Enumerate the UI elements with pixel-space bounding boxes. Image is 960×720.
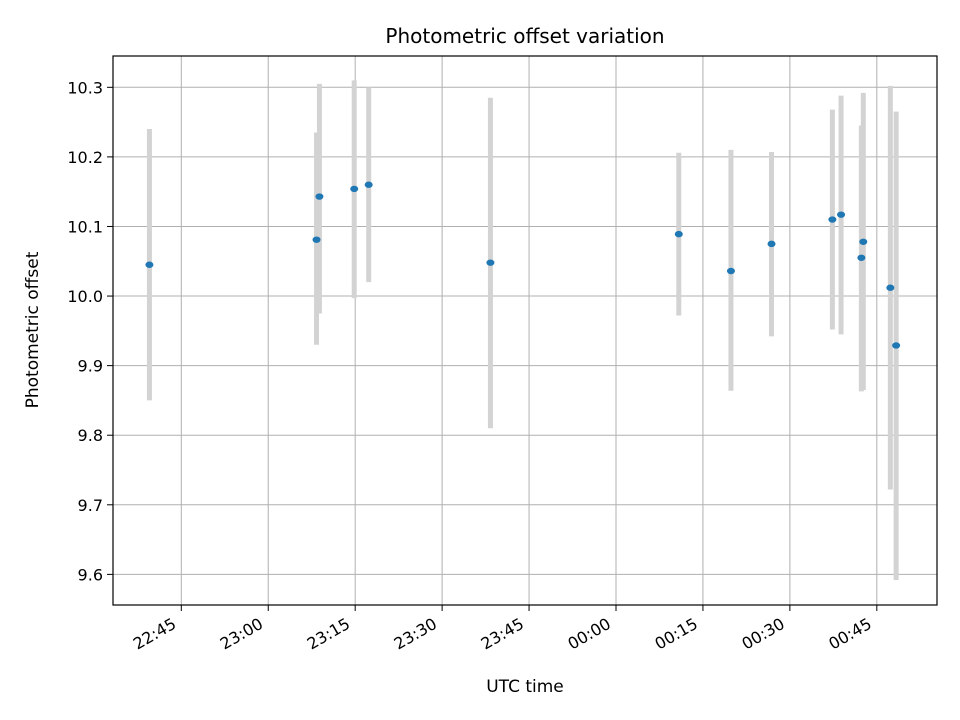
y-tick-label: 9.9 <box>78 357 103 376</box>
data-point <box>886 284 895 291</box>
y-tick-label: 10.3 <box>67 78 103 97</box>
data-point <box>312 236 321 243</box>
data-point <box>350 185 359 193</box>
y-tick-label: 10.1 <box>67 217 103 236</box>
data-point <box>364 181 373 188</box>
data-point <box>892 342 901 349</box>
y-tick-label: 9.6 <box>78 565 103 584</box>
x-axis-title: UTC time <box>486 677 564 697</box>
y-tick-label: 9.7 <box>78 496 103 515</box>
data-point <box>837 211 846 218</box>
data-point <box>674 230 683 238</box>
data-point <box>315 193 324 200</box>
y-tick-label: 10.2 <box>67 148 103 167</box>
data-point <box>486 259 495 266</box>
data-point <box>145 261 154 268</box>
grid-layer <box>113 56 937 605</box>
y-axis: 9.6 9.7 9.8 9.9 10.0 10.1 10.2 10.3 <box>67 78 113 584</box>
plot-area-frame <box>112 55 938 606</box>
y-tick-label: 10.0 <box>67 287 103 306</box>
data-point <box>767 240 776 248</box>
data-point <box>828 216 837 223</box>
data-point <box>857 254 866 261</box>
data-point <box>859 238 868 245</box>
y-tick-label: 9.8 <box>78 426 103 445</box>
point-layer <box>145 181 901 349</box>
y-axis-title: Photometric offset <box>23 251 43 408</box>
chart-title: Photometric offset variation <box>385 24 664 48</box>
data-point <box>726 267 735 275</box>
